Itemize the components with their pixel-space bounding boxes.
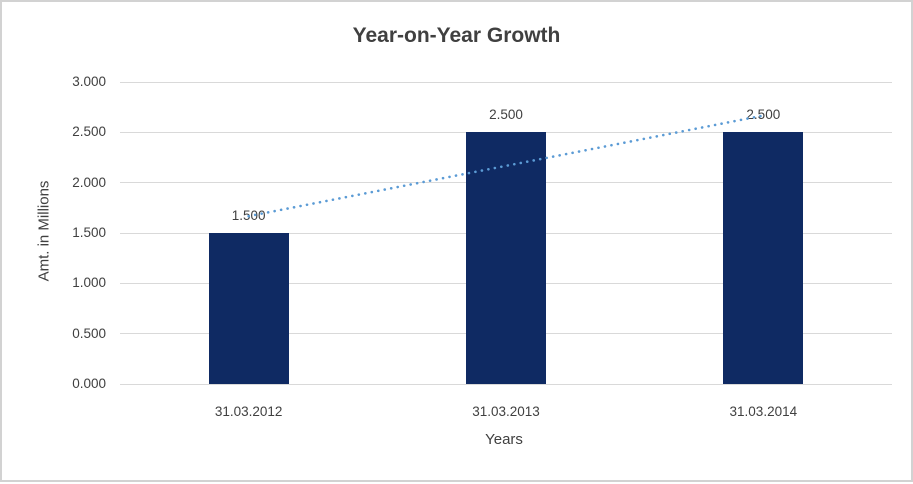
data-label: 1.500	[231, 208, 266, 223]
y-tick-label: 0.500	[72, 325, 106, 341]
x-category-label: 31.03.2014	[729, 404, 798, 419]
y-tick-label: 1.500	[72, 225, 106, 240]
y-tick-label: 3.000	[72, 74, 106, 89]
y-tick-label: 2.500	[72, 124, 106, 140]
data-label: 2.500	[746, 107, 781, 123]
gridline	[120, 383, 892, 385]
x-axis-title: Years	[485, 431, 523, 448]
y-tick-label: 2.000	[72, 174, 106, 190]
bar[interactable]	[723, 132, 804, 384]
x-category-label: 31.03.2012	[214, 404, 283, 419]
gridline	[120, 81, 892, 83]
chart-title: Year-on-Year Growth	[352, 24, 561, 47]
y-tick-label: 0.000	[72, 376, 106, 391]
bar[interactable]	[466, 132, 546, 384]
y-tick-label: 1.000	[72, 275, 106, 291]
bar[interactable]	[208, 233, 289, 384]
data-label: 2.500	[489, 107, 523, 123]
x-category-label: 31.03.2013	[472, 404, 540, 419]
